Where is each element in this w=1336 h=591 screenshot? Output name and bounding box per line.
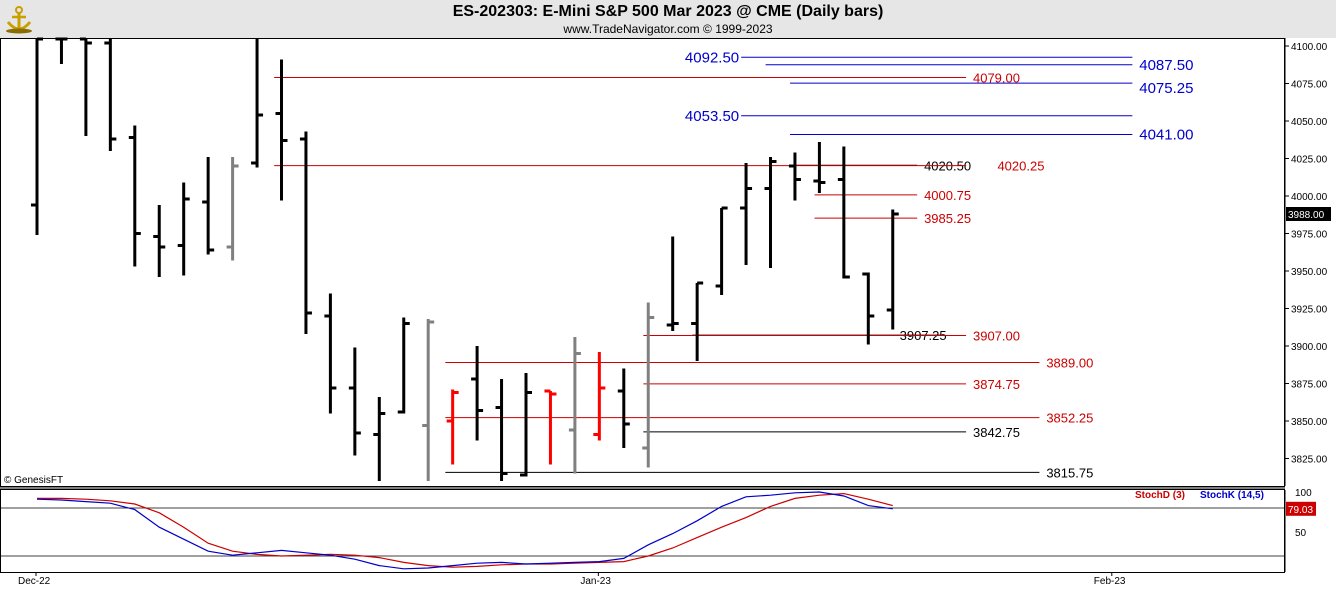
stoch-tick-label: 100: [1295, 488, 1312, 499]
ohlc-bar: [324, 293, 337, 414]
ohlc-bar: [544, 389, 557, 465]
stoch-last-value-label: 79.03: [1288, 505, 1313, 516]
date-axis: Dec-22 Jan-23 Feb-23: [18, 572, 1126, 587]
ohlc-bar: [520, 373, 532, 477]
ohlc-bar: [104, 38, 117, 151]
price-tick-label: 3825.00: [1291, 455, 1328, 466]
ohlc-bar: [128, 125, 141, 267]
ohlc-bar: [153, 205, 166, 277]
anchor-logo-icon: [6, 6, 32, 34]
level-label-3815.75: 3815.75: [1046, 465, 1093, 480]
level-label-3985.25: 3985.25: [924, 211, 971, 226]
copyright-label: © GenesisFT: [4, 475, 63, 486]
ohlc-bar: [886, 209, 899, 330]
price-tick-label: 4025.00: [1291, 155, 1328, 166]
ohlc-bar: [446, 389, 459, 465]
chart-header: ES-202303: E-Mini S&P 500 Mar 2023 @ CME…: [0, 0, 1336, 38]
ohlc-bar: [691, 281, 704, 361]
ohlc-bar: [666, 236, 679, 331]
price-bars: [31, 37, 899, 481]
stoch-line-d: [37, 492, 893, 568]
chart-subtitle: www.TradeNavigator.com © 1999-2023: [563, 22, 773, 36]
date-tick-label: Feb-23: [1094, 576, 1126, 587]
stoch-tick-label: 50: [1295, 528, 1307, 539]
price-tick-label: 4000.00: [1291, 192, 1328, 203]
level-label-4020.25: 4020.25: [997, 159, 1044, 174]
ohlc-bar: [226, 157, 239, 261]
price-tick-label: 3975.00: [1291, 230, 1328, 241]
ohlc-bar: [740, 163, 753, 265]
ohlc-bar: [373, 397, 386, 481]
price-tick-label: 4050.00: [1291, 117, 1328, 128]
level-label-3874.75: 3874.75: [973, 377, 1020, 392]
level-label-4087.50: 4087.50: [1139, 57, 1193, 74]
level-label-3907.00: 3907.00: [973, 329, 1020, 344]
ohlc-bar: [397, 317, 410, 414]
price-axis: 3825.00 3850.00 3875.00 3900.00 3925.00 3950.…: [1284, 38, 1331, 486]
ohlc-bar: [593, 352, 606, 441]
ohlc-bar: [837, 146, 850, 279]
date-tick-label: Dec-22: [18, 576, 51, 587]
ohlc-bar: [55, 37, 68, 64]
ohlc-bar: [251, 38, 264, 168]
level-label-3852.25: 3852.25: [1046, 411, 1093, 426]
ohlc-bar: [177, 182, 190, 276]
ohlc-bar: [813, 142, 826, 193]
ohlc-bar: [348, 347, 361, 456]
date-tick-label: Jan-23: [580, 576, 611, 587]
level-label-4075.25: 4075.25: [1139, 80, 1193, 97]
stoch-legend-k: StochK (14,5): [1200, 490, 1264, 501]
ohlc-bar: [617, 368, 630, 448]
stoch-line-k: [36, 491, 893, 570]
ohlc-bar: [495, 379, 508, 481]
ohlc-bar: [299, 131, 312, 334]
level-label-4092.50: 4092.50: [685, 49, 739, 66]
price-tick-label: 4075.00: [1291, 80, 1328, 91]
stoch-legend-d: StochD (3): [1135, 490, 1185, 501]
price-tick-label: 4100.00: [1291, 42, 1328, 53]
level-label-4041.00: 4041.00: [1139, 127, 1193, 144]
ohlc-bar: [568, 337, 581, 474]
ohlc-bar: [31, 37, 43, 235]
level-label-4079.00: 4079.00: [973, 71, 1020, 86]
ohlc-bar: [202, 157, 215, 255]
ohlc-bar: [715, 206, 728, 295]
ohlc-bar: [764, 157, 777, 268]
ohlc-bar: [788, 152, 801, 201]
level-label-4053.50: 4053.50: [685, 108, 739, 125]
last-price-box: [1286, 207, 1331, 221]
ohlc-bar: [79, 37, 92, 136]
ohlc-bar: [862, 272, 875, 345]
ohlc-bar: [422, 319, 435, 481]
level-label-3842.75: 3842.75: [973, 425, 1020, 440]
level-label-4000.75: 4000.75: [924, 188, 971, 203]
ohlc-bar: [642, 302, 655, 468]
price-tick-label: 3925.00: [1291, 305, 1328, 316]
stochastic-panel: 50 100 StochD (3) StochK (14,5) 79.03: [0, 488, 1316, 572]
ohlc-bar: [275, 59, 288, 201]
last-price-label: 3988.00: [1288, 210, 1325, 221]
price-tick-label: 3950.00: [1291, 267, 1328, 278]
price-tick-label: 3850.00: [1291, 417, 1328, 428]
price-tick-label: 3900.00: [1291, 342, 1328, 353]
stoch-panel-frame: [0, 489, 1285, 573]
chart-title: ES-202303: E-Mini S&P 500 Mar 2023 @ CME…: [452, 3, 884, 20]
ohlc-bar: [471, 346, 484, 441]
price-level-lines: 4092.50 4087.50 4079.00 4075.25 4053.50 4041.…: [274, 49, 1193, 480]
price-tick-label: 3875.00: [1291, 380, 1328, 391]
stoch-last-value-box: [1286, 501, 1316, 516]
level-label-3889.00: 3889.00: [1046, 356, 1093, 371]
